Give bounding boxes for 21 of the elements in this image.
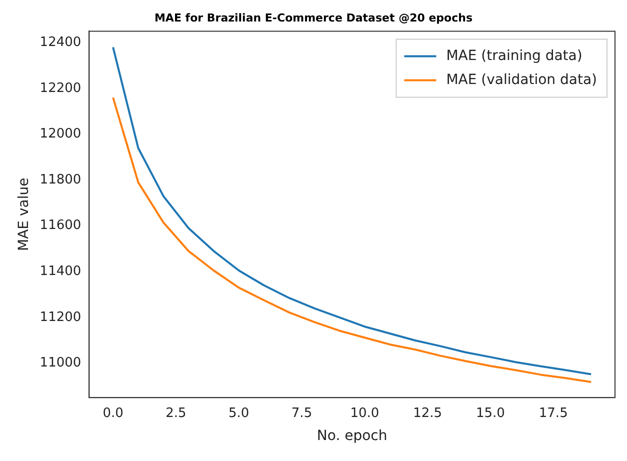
x-tick-label: 2.5 [166,406,186,421]
x-tick-label: 15.0 [476,406,505,421]
x-tick-label: 17.5 [538,406,568,421]
y-tick-label: 12200 [40,80,82,96]
y-tick-label: 11200 [40,310,82,325]
chart-title: MAE for Brazilian E-Commerce Dataset @20 epochs [154,11,473,24]
y-tick-label: 11400 [40,264,82,280]
y-tick-label: 11000 [40,356,82,371]
legend-label: MAE (training data) [446,48,582,64]
y-tick-label: 11800 [40,172,82,188]
y-tick-label: 11600 [40,218,82,234]
y-tick-label: 12000 [40,126,82,142]
x-tick-label: 0.0 [102,406,124,421]
x-axis-title: No. epoch [316,428,388,444]
x-tick-label: 7.5 [291,406,312,421]
y-axis-title: MAE value [16,178,32,251]
x-tick-label: 12.5 [413,406,442,421]
legend-label: MAE (validation data) [446,72,598,88]
x-tick-label: 5.0 [228,406,250,421]
y-tick-label: 12400 [40,35,82,50]
x-tick-label: 10.0 [350,406,380,421]
